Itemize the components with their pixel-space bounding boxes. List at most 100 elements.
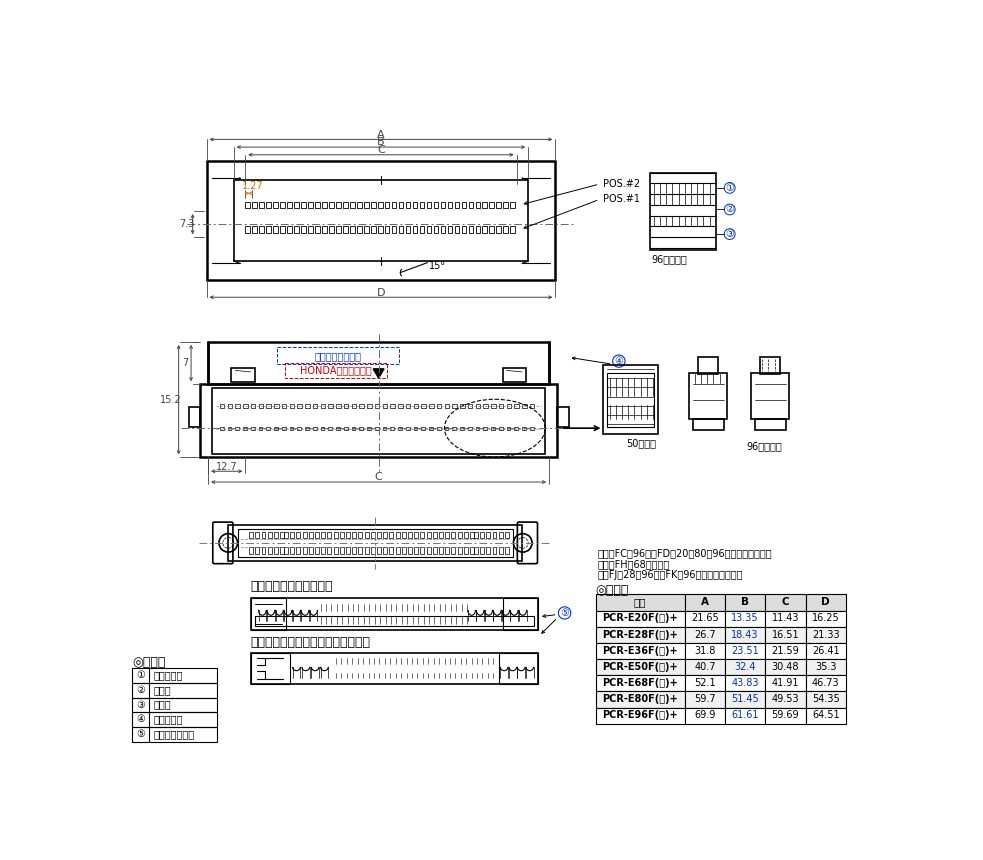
Text: 13.35: 13.35 [731, 613, 759, 624]
Bar [406, 427, 410, 431]
Bar [132, 683, 217, 697]
Bar [429, 427, 433, 431]
Bar [502, 598, 538, 630]
Bar [607, 372, 654, 427]
Bar [502, 368, 526, 382]
Text: A: A [377, 130, 384, 140]
Bar [266, 427, 270, 431]
Bar [396, 532, 399, 538]
Bar [444, 427, 448, 431]
Bar [364, 202, 369, 208]
Bar [251, 427, 255, 431]
Bar [273, 226, 278, 232]
Bar [280, 532, 284, 538]
Bar [483, 202, 488, 208]
Bar [375, 427, 378, 431]
Bar [458, 548, 462, 554]
Text: B: B [741, 597, 749, 607]
Bar [382, 403, 387, 408]
Bar [725, 643, 766, 659]
Bar [290, 532, 294, 538]
Bar [766, 643, 806, 659]
Bar [297, 403, 302, 408]
Text: C: C [375, 472, 382, 482]
Text: 54.35: 54.35 [812, 694, 839, 704]
Bar [469, 202, 473, 208]
Bar [414, 403, 418, 408]
Bar [327, 548, 331, 554]
Bar [447, 226, 452, 232]
Bar [596, 675, 685, 691]
Bar [692, 419, 723, 431]
Text: 11.43: 11.43 [772, 613, 799, 624]
Bar [246, 202, 250, 208]
Text: 26.41: 26.41 [812, 646, 839, 655]
Bar [596, 627, 685, 643]
Bar [273, 202, 278, 208]
Bar [492, 532, 496, 538]
Text: 15.2: 15.2 [160, 395, 182, 405]
Bar [755, 419, 785, 431]
Bar [251, 598, 286, 630]
Bar [406, 226, 410, 232]
Text: 31.8: 31.8 [694, 646, 716, 655]
Bar [251, 653, 290, 684]
Bar [480, 548, 484, 554]
Text: 64.51: 64.51 [812, 710, 839, 721]
Text: 16.51: 16.51 [772, 630, 799, 640]
Bar [303, 548, 307, 554]
Bar [444, 403, 449, 408]
Bar [474, 548, 478, 554]
Text: PCR-E50F(　)+: PCR-E50F( )+ [602, 662, 677, 672]
Bar [469, 226, 473, 232]
Bar [316, 226, 319, 232]
Text: 注２）FHは68芯のみ、: 注２）FHは68芯のみ、 [598, 559, 669, 569]
Bar [336, 202, 341, 208]
Bar [260, 202, 263, 208]
Bar [371, 202, 376, 208]
Bar [427, 226, 432, 232]
Bar [427, 532, 431, 538]
Bar [496, 226, 501, 232]
Bar [806, 627, 846, 643]
Bar [464, 548, 468, 554]
Text: ③: ③ [725, 229, 734, 239]
Bar [492, 548, 496, 554]
Bar [491, 403, 495, 408]
Bar [297, 548, 301, 554]
Bar [352, 427, 356, 431]
Text: POS.#2: POS.#2 [604, 179, 641, 189]
Bar [352, 548, 356, 554]
Bar [274, 532, 278, 538]
Bar [365, 548, 369, 554]
Bar [434, 226, 438, 232]
Text: ③: ③ [137, 699, 145, 710]
Text: 21.33: 21.33 [812, 630, 839, 640]
Bar [384, 226, 389, 232]
Text: PCR-E28F(　)+: PCR-E28F( )+ [602, 630, 677, 640]
Bar [392, 226, 396, 232]
Bar [235, 403, 240, 408]
Bar [266, 403, 271, 408]
Bar [365, 532, 369, 538]
Text: C: C [781, 597, 789, 607]
Bar [685, 627, 725, 643]
Bar [274, 427, 278, 431]
Bar [522, 427, 526, 431]
Bar [305, 427, 309, 431]
Bar [476, 226, 480, 232]
Bar [359, 427, 363, 431]
Bar [503, 202, 508, 208]
Text: ケーブルカバー: ケーブルカバー [153, 728, 195, 739]
Bar [725, 708, 766, 724]
Bar [452, 403, 457, 408]
Bar [389, 548, 393, 554]
Bar [329, 202, 333, 208]
Bar [503, 226, 508, 232]
Bar [357, 226, 362, 232]
Bar [253, 226, 257, 232]
Bar [436, 427, 440, 431]
Bar [530, 427, 534, 431]
Bar [414, 532, 418, 538]
Bar [344, 403, 348, 408]
